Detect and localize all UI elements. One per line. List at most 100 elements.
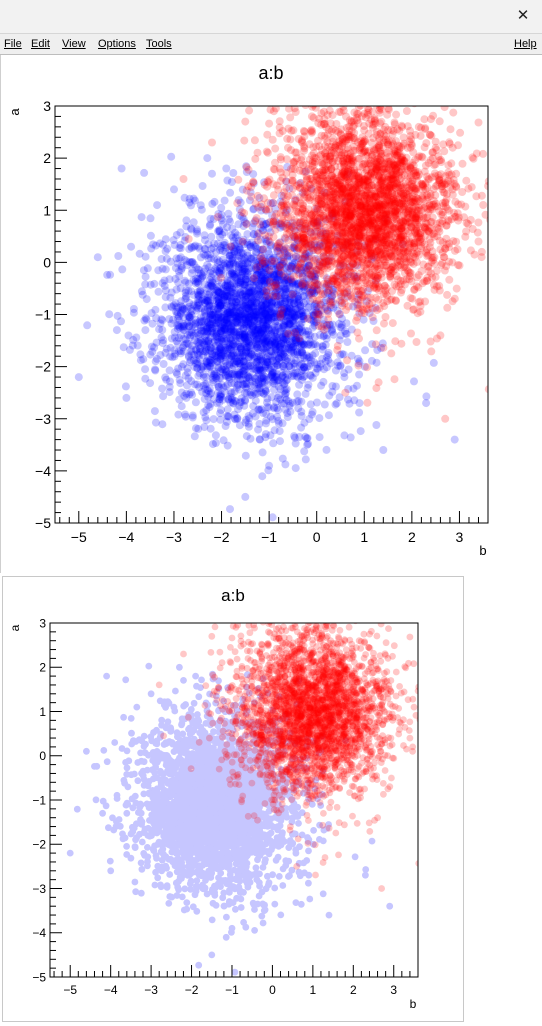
scatter-point	[447, 125, 455, 133]
scatter-point	[183, 381, 191, 389]
scatter-point	[523, 121, 531, 129]
scatter-point	[352, 93, 360, 101]
scatter-point	[449, 109, 457, 117]
scatter-point	[363, 399, 371, 407]
scatter-point	[212, 431, 220, 439]
scatter-point	[188, 244, 196, 252]
scatter-point	[334, 342, 342, 350]
scatter-point	[236, 371, 244, 379]
scatter-point	[362, 55, 370, 58]
scatter-point	[247, 362, 255, 370]
scatter-point	[156, 320, 164, 328]
scatter-point	[475, 119, 483, 127]
scatter-point	[355, 103, 363, 111]
scatter-point	[441, 103, 449, 111]
scatter-point	[388, 295, 396, 303]
scatter-point	[270, 180, 278, 188]
scatter-point	[168, 289, 176, 297]
scatter-point	[247, 350, 255, 358]
scatter-point	[264, 320, 272, 328]
scatter-point	[291, 104, 299, 112]
scatter-point	[397, 81, 405, 89]
scatter-point	[232, 233, 240, 241]
scatter-point	[352, 317, 360, 325]
menu-tools[interactable]: Tools	[146, 38, 172, 50]
scatter-point	[373, 326, 381, 334]
scatter-point	[120, 343, 128, 351]
scatter-point	[354, 355, 362, 363]
scatter-point	[185, 391, 193, 399]
scatter-point	[243, 432, 251, 440]
scatter-point	[138, 213, 146, 221]
scatter-point	[281, 406, 289, 414]
scatter-point	[497, 201, 505, 209]
scatter-point	[251, 136, 259, 144]
scatter-point	[300, 78, 308, 86]
scatter-point	[294, 404, 302, 412]
scatter-point	[334, 362, 342, 370]
scatter-point	[295, 381, 303, 389]
scatter-point	[151, 407, 159, 415]
scatter-point	[215, 383, 223, 391]
menu-view[interactable]: View	[62, 38, 86, 50]
scatter-point	[254, 237, 262, 245]
scatter-point	[447, 159, 455, 167]
scatter-point	[430, 86, 438, 94]
scatter-point	[182, 289, 190, 297]
scatter-point	[253, 263, 261, 271]
scatter-point	[256, 435, 264, 443]
scatter-point	[230, 358, 238, 366]
scatter-point	[253, 343, 261, 351]
scatter-point	[239, 238, 247, 246]
scatter-point	[309, 408, 317, 416]
scatter-point	[413, 338, 421, 346]
scatter-point	[244, 283, 252, 291]
scatter-point	[313, 399, 321, 407]
close-icon[interactable]: ✕	[512, 5, 534, 27]
menu-options[interactable]: Options	[98, 38, 136, 50]
scatter-point	[185, 235, 193, 243]
menu-edit-label: Edit	[31, 38, 50, 50]
scatter-point	[355, 409, 363, 417]
menu-help[interactable]: Help	[514, 38, 537, 50]
scatter-point	[190, 218, 198, 226]
scatter-point	[335, 93, 343, 101]
scatter-point	[211, 198, 219, 206]
scatter-point	[182, 216, 190, 224]
scatter-point	[151, 306, 159, 314]
menu-file[interactable]: File	[4, 38, 22, 50]
scatter-point	[149, 241, 157, 249]
scatter-point	[176, 379, 184, 387]
scatter-point	[292, 440, 300, 448]
scatter-point	[141, 326, 149, 334]
scatter-point	[242, 383, 250, 391]
scatter-point	[259, 245, 267, 253]
scatter-point	[343, 356, 351, 364]
scatter-point	[200, 408, 208, 416]
scatter-point	[161, 373, 169, 381]
scatter-point	[278, 306, 286, 314]
scatter-point	[474, 219, 482, 227]
menu-edit[interactable]: Edit	[31, 38, 50, 50]
scatter-point	[155, 288, 163, 296]
scatter-point	[382, 313, 390, 321]
scatter-point	[400, 83, 408, 91]
scatter-point	[200, 423, 208, 431]
scatter-point	[276, 117, 284, 125]
scatter-point	[313, 360, 321, 368]
scatter-point	[293, 390, 301, 398]
scatter-point	[331, 92, 339, 100]
scatter-point	[426, 131, 434, 139]
scatter-point	[147, 232, 155, 240]
scatter-point	[245, 307, 253, 315]
scatter-point	[262, 410, 270, 418]
scatter-point	[303, 441, 311, 449]
scatter-point	[297, 372, 305, 380]
scatter-point	[274, 417, 282, 425]
scatter-point	[454, 141, 462, 149]
scatter-point	[166, 275, 174, 283]
scatter-point	[514, 225, 522, 233]
scatter-point	[249, 315, 257, 323]
